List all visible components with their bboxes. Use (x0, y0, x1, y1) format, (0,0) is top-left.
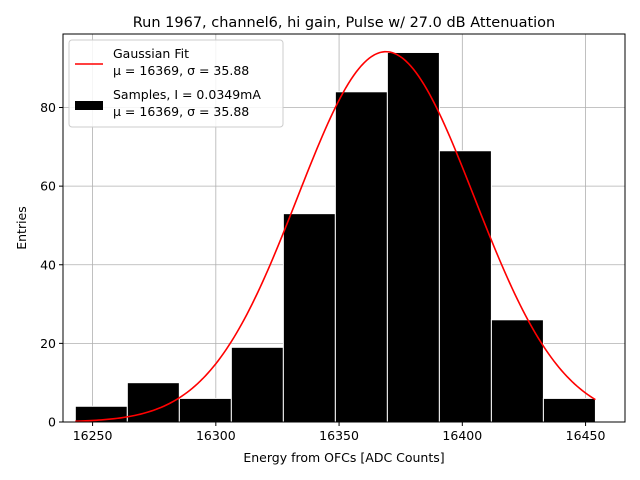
y-axis-label: Entries (14, 206, 29, 250)
gaussian-fit-curve (75, 50, 596, 423)
y-tick-label: 20 (40, 336, 56, 351)
histogram-bar (438, 150, 492, 423)
legend-samples-swatch (75, 101, 103, 110)
x-tick-label: 16400 (442, 428, 482, 443)
legend-samples-label: Samples, I = 0.0349mA (113, 87, 261, 102)
legend-box (68, 39, 284, 128)
x-tick-label: 16300 (196, 428, 236, 443)
legend-fit-stats: μ = 16369, σ = 35.88 (113, 63, 249, 78)
y-tick-label: 0 (48, 415, 56, 430)
chart-title: Run 1967, channel6, hi gain, Pulse w/ 27… (133, 15, 556, 31)
plot-frame (62, 33, 626, 423)
legend-fit-sigma: σ = 35.88 (187, 63, 249, 78)
x-tick-label: 16350 (319, 428, 359, 443)
legend-samples-mu: μ = 16369 (113, 104, 179, 119)
y-tick-label: 60 (40, 179, 56, 194)
x-axis-label: Energy from OFCs [ADC Counts] (243, 450, 444, 465)
histogram-bars (74, 51, 596, 423)
y-axis-ticks: 0 20 40 60 80 (40, 100, 63, 430)
histogram-bar (386, 51, 440, 423)
y-tick-label: 80 (40, 100, 56, 115)
histogram-bar (542, 397, 596, 423)
x-axis-ticks: 16250 16300 16350 16400 16450 (73, 422, 606, 443)
histogram-bar (178, 397, 232, 423)
histogram-bar (230, 346, 284, 423)
legend-fit-label: Gaussian Fit (113, 46, 189, 61)
histogram-bar (282, 213, 336, 423)
legend-samples-stats: μ = 16369, σ = 35.88 (113, 104, 249, 119)
x-tick-label: 16250 (73, 428, 113, 443)
legend-fit-mu: μ = 16369 (113, 63, 179, 78)
legend-samples-sigma: σ = 35.88 (187, 104, 249, 119)
x-tick-label: 16450 (566, 428, 606, 443)
gaussian-fit-layer (75, 50, 596, 423)
histogram-bar (334, 91, 388, 423)
histogram-bar (490, 319, 544, 423)
y-tick-label: 40 (40, 257, 56, 272)
legend: Gaussian Fit μ = 16369, σ = 35.88 Sample… (68, 39, 284, 128)
